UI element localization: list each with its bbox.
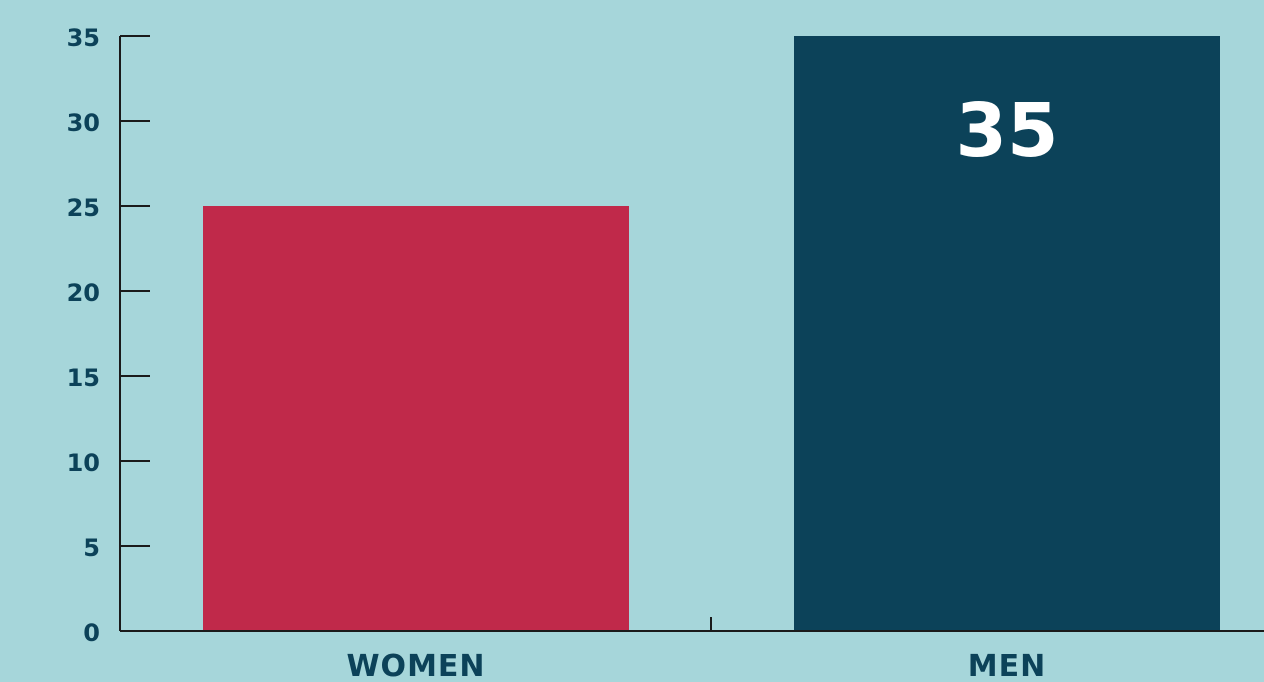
y-tick-label: 20: [67, 279, 100, 307]
bar-women: [203, 206, 629, 631]
bar-men: [794, 36, 1220, 631]
y-tick-label: 30: [67, 109, 100, 137]
y-tick-label: 15: [67, 364, 100, 392]
x-category-label: WOMEN: [346, 649, 485, 682]
y-tick-label: 35: [67, 24, 100, 52]
y-tick-label: 5: [83, 534, 100, 562]
bar-value-label: 35: [956, 88, 1059, 174]
y-tick-label: 0: [83, 619, 100, 647]
x-category-label: MEN: [968, 649, 1046, 682]
y-tick-label: 10: [67, 449, 100, 477]
y-tick-label: 25: [67, 194, 100, 222]
